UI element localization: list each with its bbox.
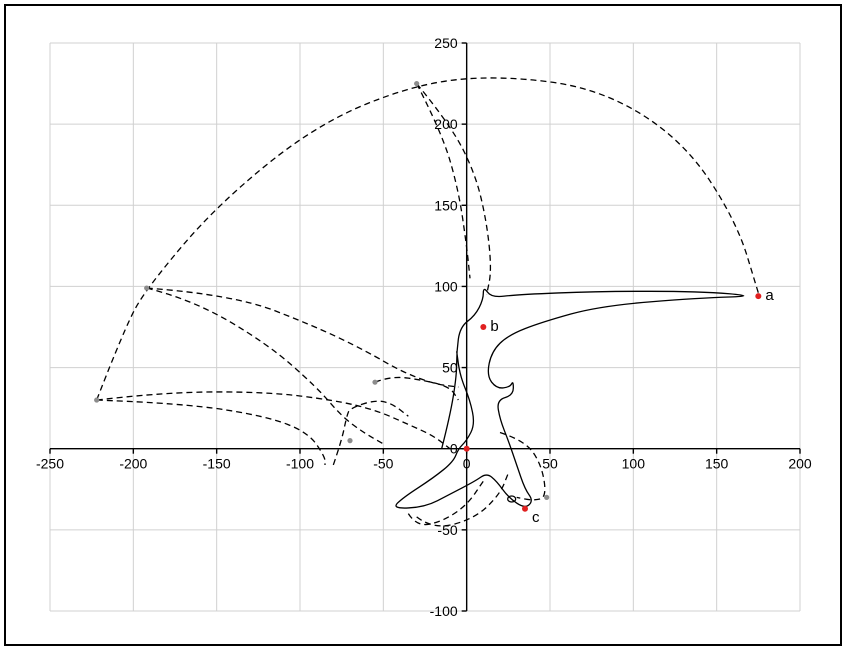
upper-wing-trace-2 — [416, 83, 471, 279]
x-tick-label: 50 — [542, 456, 558, 472]
highlight-point — [463, 445, 470, 452]
highlight-point — [755, 293, 762, 300]
point-layer: a b c — [94, 80, 774, 526]
grey-point — [94, 397, 100, 403]
grid-layer — [49, 42, 801, 612]
point-label: a — [765, 287, 774, 304]
y-tick-label: 50 — [442, 360, 458, 376]
mid-wing-trace — [146, 287, 459, 388]
grey-point — [544, 494, 550, 500]
low-wing-trace-2 — [96, 399, 326, 465]
grey-point — [414, 80, 420, 87]
y-tick-label: 150 — [434, 197, 458, 213]
x-tick-label: -150 — [203, 456, 231, 472]
skeleton-outline — [395, 288, 745, 509]
grey-point — [347, 438, 353, 444]
figure-frame — [4, 4, 842, 646]
axis-layer: -250 -200 -150 -100 -50 0 50 100 150 200 -100 -50 0 5… — [36, 35, 812, 619]
shape-layer — [96, 77, 759, 527]
x-tick-label: -50 — [373, 456, 393, 472]
x-tick-label: 0 — [463, 456, 471, 472]
y-tick-label: 200 — [434, 116, 458, 132]
x-tick-label: 150 — [705, 456, 729, 472]
mid-wing-trace-2 — [146, 287, 384, 445]
y-tick-label: 250 — [434, 35, 458, 51]
highlight-point — [522, 505, 528, 512]
y-tick-label: 100 — [434, 278, 458, 294]
y-tick-label: 0 — [450, 441, 458, 457]
elbow-trace — [332, 400, 409, 466]
point-label: c — [532, 509, 540, 526]
foot-trace — [499, 431, 546, 501]
reach-arc — [96, 77, 759, 401]
upper-wing-trace — [416, 83, 492, 295]
x-tick-label: -200 — [119, 456, 147, 472]
x-tick-label: -250 — [36, 456, 64, 472]
grey-point — [372, 379, 378, 385]
point-label: b — [490, 318, 498, 335]
y-tick-label: -100 — [430, 603, 458, 619]
x-tick-label: 100 — [622, 456, 646, 472]
x-tick-label: -100 — [286, 456, 314, 472]
grey-point — [144, 285, 150, 291]
lower-leg-trace — [407, 480, 484, 526]
lower-leg-trace-2 — [416, 472, 509, 527]
highlight-point — [480, 324, 487, 330]
y-tick-label: -50 — [437, 522, 457, 538]
x-tick-label: 200 — [788, 456, 812, 472]
elbow-trace-2 — [374, 376, 459, 401]
joint-marker — [507, 495, 517, 503]
low-wing-trace — [96, 391, 451, 450]
